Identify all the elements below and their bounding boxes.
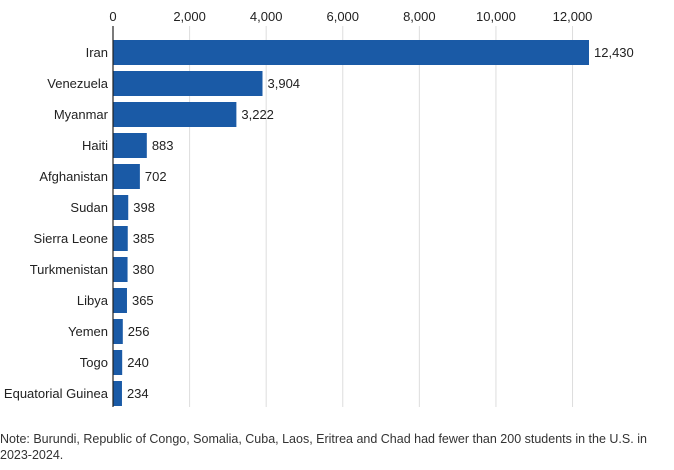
bar bbox=[113, 288, 127, 313]
bar bbox=[113, 71, 263, 96]
value-label: 256 bbox=[128, 324, 150, 339]
category-labels: Iran Venezuela Myanmar Haiti Afghanistan Suda… bbox=[4, 45, 109, 401]
value-labels: 12,430 3,904 3,222 883 702 398 385 380 365 256 240… bbox=[127, 45, 634, 401]
category-label: Iran bbox=[86, 45, 108, 60]
category-label: Afghanistan bbox=[39, 169, 108, 184]
category-label: Togo bbox=[80, 355, 108, 370]
bar bbox=[113, 319, 123, 344]
bar bbox=[113, 350, 123, 375]
gridlines bbox=[189, 26, 574, 407]
x-axis-ticks: 0 2,000 4,000 6,000 8,000 10,000 12,000 bbox=[109, 9, 592, 24]
x-tick-label: 10,000 bbox=[476, 9, 516, 24]
value-label: 398 bbox=[133, 200, 155, 215]
category-label: Libya bbox=[77, 293, 109, 308]
value-label: 12,430 bbox=[594, 45, 634, 60]
x-tick-label: 6,000 bbox=[326, 9, 359, 24]
value-label: 3,222 bbox=[241, 107, 274, 122]
value-label: 234 bbox=[127, 386, 149, 401]
bar bbox=[113, 40, 589, 65]
category-label: Turkmenistan bbox=[30, 262, 108, 277]
category-label: Equatorial Guinea bbox=[4, 386, 109, 401]
x-tick-label: 0 bbox=[109, 9, 116, 24]
category-label: Yemen bbox=[68, 324, 108, 339]
bar bbox=[113, 164, 140, 189]
x-tick-label: 8,000 bbox=[403, 9, 436, 24]
bar bbox=[113, 195, 129, 220]
bars bbox=[113, 40, 589, 406]
chart-note: Note: Burundi, Republic of Congo, Somali… bbox=[0, 432, 647, 462]
value-label: 883 bbox=[152, 138, 174, 153]
x-tick-label: 4,000 bbox=[250, 9, 283, 24]
bar bbox=[113, 102, 237, 127]
value-label: 3,904 bbox=[268, 76, 301, 91]
bar bbox=[113, 381, 122, 406]
value-label: 380 bbox=[133, 262, 155, 277]
bar bbox=[113, 133, 147, 158]
value-label: 365 bbox=[132, 293, 154, 308]
category-label: Venezuela bbox=[47, 76, 108, 91]
value-label: 702 bbox=[145, 169, 167, 184]
category-label: Haiti bbox=[82, 138, 108, 153]
category-label: Sierra Leone bbox=[34, 231, 108, 246]
category-label: Sudan bbox=[70, 200, 108, 215]
category-label: Myanmar bbox=[54, 107, 109, 122]
value-label: 240 bbox=[127, 355, 149, 370]
x-tick-label: 2,000 bbox=[173, 9, 206, 24]
x-tick-label: 12,000 bbox=[553, 9, 593, 24]
bar-chart: 0 2,000 4,000 6,000 8,000 10,000 12,000 Iran Ve… bbox=[4, 9, 634, 407]
value-label: 385 bbox=[133, 231, 155, 246]
bar bbox=[113, 257, 128, 282]
bar bbox=[113, 226, 128, 251]
